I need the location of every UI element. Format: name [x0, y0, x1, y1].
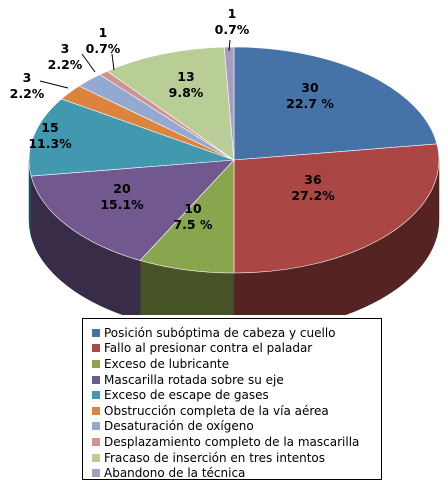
leader-line-10 [228, 39, 231, 52]
data-label-count-1: 30 [301, 80, 319, 95]
pie-slice-3 [139, 159, 235, 274]
data-label-percent-4: 15.1% [100, 197, 144, 212]
legend-label-6: Obstrucción completa de la vía aérea [104, 403, 329, 418]
legend-label-7: Desaturación de oxígeno [104, 419, 254, 434]
pie-slice-9 [106, 46, 235, 161]
leader-line-6 [39, 80, 69, 89]
legend-item-2: Fallo al presionar contra el paladar [92, 341, 381, 357]
legend-item-9: Fracaso de inserción en tres intentos [92, 450, 381, 466]
legend-swatch-6 [92, 406, 100, 415]
legend-label-8: Desplazamiento completo de la mascarilla [104, 434, 360, 449]
legend-label-4: Mascarilla rotada sobre su eje [104, 372, 284, 387]
legend-label-5: Exceso de escape de gases [104, 388, 269, 403]
chart-legend: Posición subóptima de cabeza y cuello Fal… [82, 318, 382, 480]
legend-item-3: Exceso de lubricante [92, 356, 381, 372]
data-label-count-5: 15 [41, 120, 58, 135]
legend-swatch-1 [92, 328, 100, 337]
data-label-percent-9: 9.8% [169, 85, 204, 100]
legend-swatch-3 [92, 359, 100, 368]
legend-item-6: Obstrucción completa de la vía aérea [92, 403, 381, 419]
data-label-count-3: 10 [184, 201, 202, 216]
legend-label-2: Fallo al presionar contra el paladar [104, 341, 313, 356]
data-label-count-9: 13 [177, 69, 194, 84]
data-label-count-6: 3 [23, 70, 32, 85]
data-label-percent-5: 11.3% [28, 136, 72, 151]
legend-swatch-7 [92, 422, 100, 431]
data-label-count-7: 3 [61, 41, 70, 56]
data-label-count-10: 1 [228, 6, 237, 21]
pie-slice-5 [28, 98, 235, 177]
legend-label-10: Abandono de la técnica [104, 466, 246, 481]
legend-swatch-9 [92, 453, 100, 462]
legend-swatch-8 [92, 437, 100, 446]
data-label-count-4: 20 [113, 181, 131, 196]
data-label-percent-2: 27.2% [291, 188, 335, 203]
legend-label-9: Fracaso de inserción en tres intentos [104, 450, 325, 465]
data-label-percent-8: 0.7% [86, 41, 121, 56]
data-label-count-8: 1 [99, 25, 108, 40]
pie-slice-4 [30, 159, 235, 261]
legend-label-3: Exceso de lubricante [104, 356, 230, 371]
pie-slice-1 [233, 46, 438, 161]
legend-item-5: Exceso de escape de gases [92, 387, 381, 403]
legend-label-1: Posición subóptima de cabeza y cuello [104, 325, 336, 340]
legend-item-1: Posición subóptima de cabeza y cuello [92, 325, 381, 341]
data-label-percent-3: 7.5 % [173, 217, 212, 232]
legend-item-4: Mascarilla rotada sobre su eje [92, 372, 381, 388]
legend-swatch-2 [92, 344, 100, 353]
legend-swatch-4 [92, 375, 100, 384]
leader-line-8 [111, 53, 115, 71]
data-label-percent-6: 2.2% [10, 86, 45, 101]
legend-item-7: Desaturación de oxígeno [92, 419, 381, 435]
legend-item-8: Desplazamiento completo de la mascarilla [92, 434, 381, 450]
legend-swatch-10 [92, 469, 100, 478]
data-label-count-2: 36 [304, 172, 322, 187]
legend-item-10: Abandono de la técnica [92, 465, 381, 481]
legend-swatch-5 [92, 391, 100, 400]
data-label-percent-7: 2.2% [48, 57, 83, 72]
data-label-percent-10: 0.7% [215, 22, 250, 37]
data-label-percent-1: 22.7 % [286, 96, 334, 111]
leader-line-7 [81, 53, 96, 73]
pie-slice-2 [233, 143, 440, 274]
